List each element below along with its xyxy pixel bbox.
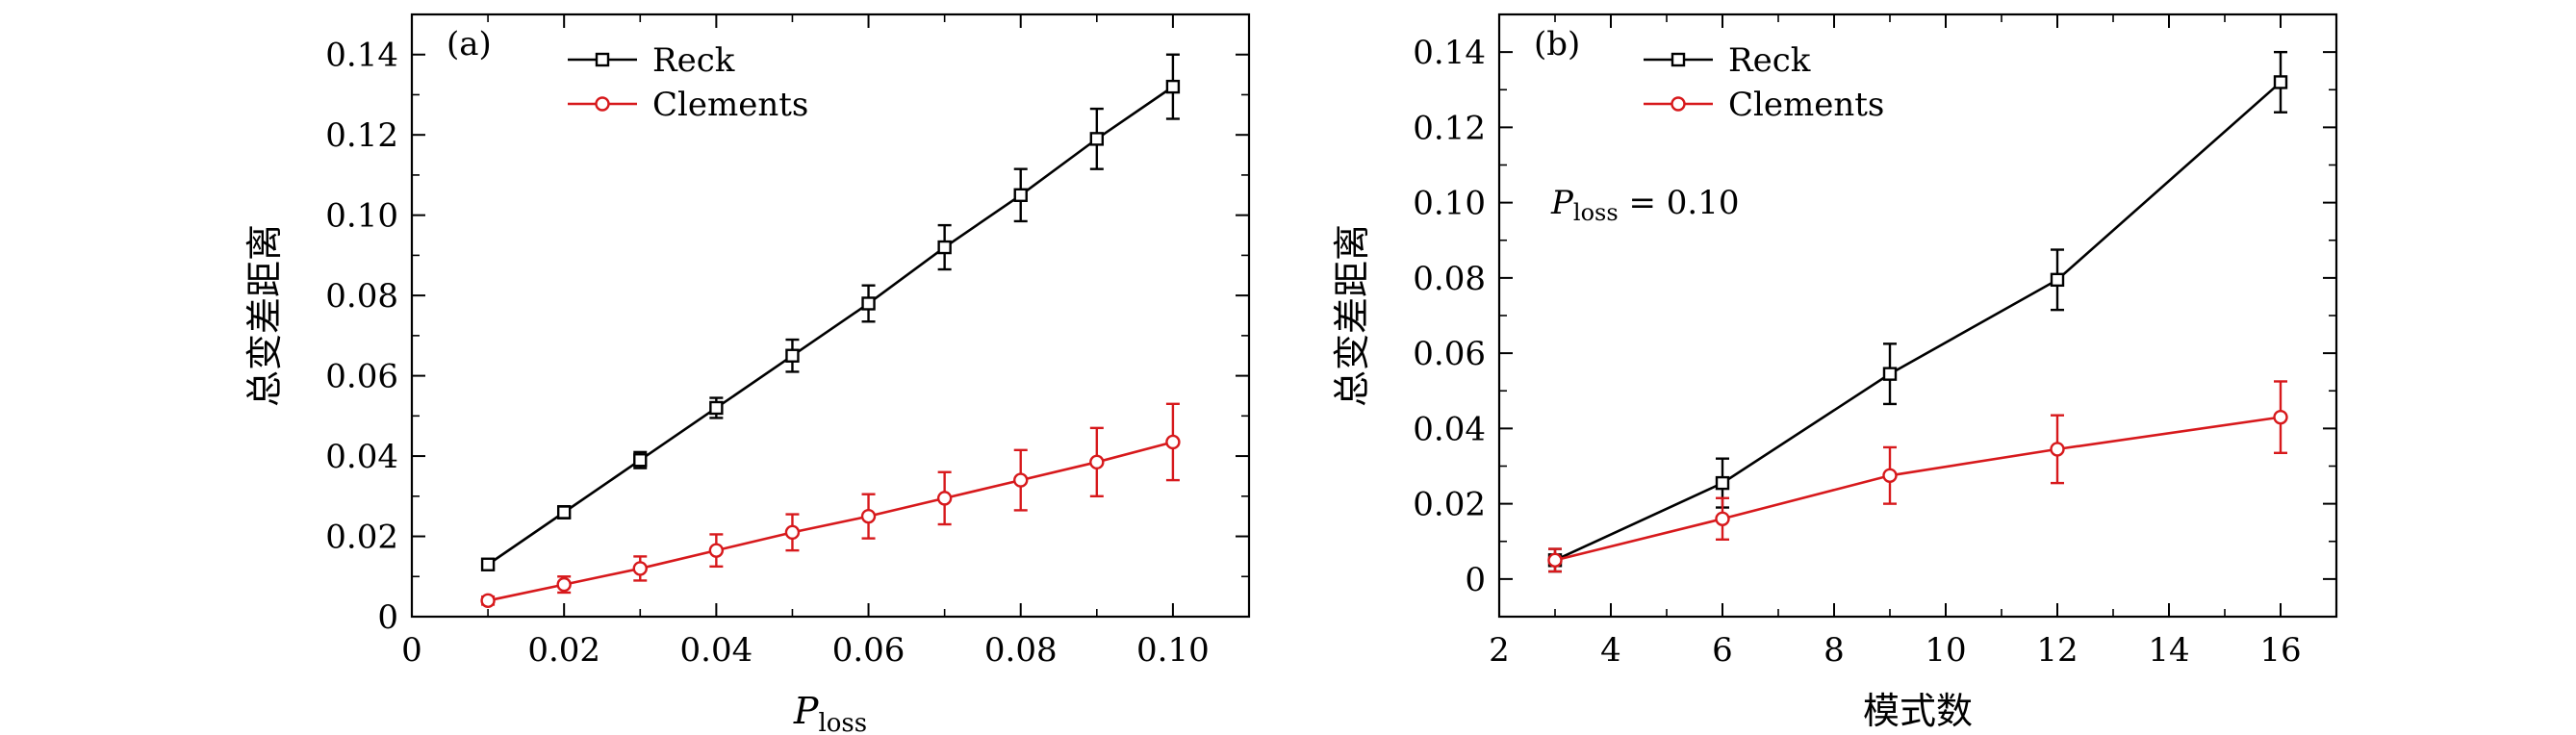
y-tick-label: 0 <box>377 598 398 637</box>
x-axis-title: 模式数 <box>1863 690 1973 732</box>
data-point <box>936 491 953 506</box>
x-tick-label: 16 <box>2259 631 2301 670</box>
panel-b: 2 4 6 8 10 12 14 16 0 0.02 0.04 0.06 0.08 0.10 0.12 0.1… <box>1331 13 2338 732</box>
y-tick-label: 0.04 <box>1413 410 1486 448</box>
data-point <box>708 543 725 558</box>
x-tick-label: 4 <box>1600 631 1621 670</box>
x-tick-label: 14 <box>2148 631 2189 670</box>
y-tick-label: 0 <box>1465 561 1486 599</box>
y-tick-label: 0.08 <box>325 277 398 316</box>
legend-marker <box>1671 52 1686 67</box>
x-tick-label: 0 <box>401 631 422 670</box>
x-axis-title: Ploss <box>793 690 867 735</box>
data-point <box>1715 475 1730 491</box>
series-line <box>487 441 1174 602</box>
series-line <box>487 86 1174 566</box>
y-tick-label: 0.12 <box>325 116 398 155</box>
data-point <box>1013 188 1028 203</box>
data-point <box>1547 552 1563 569</box>
x-tick-label: 0.02 <box>527 631 600 670</box>
legend-marker <box>595 52 610 67</box>
data-point <box>632 561 648 576</box>
data-point <box>2273 75 2288 89</box>
data-point <box>1089 132 1105 146</box>
data-point <box>2273 409 2288 425</box>
data-point <box>1165 79 1181 94</box>
data-point <box>1013 472 1029 488</box>
legend-marker <box>595 96 610 112</box>
series-clements: Clements <box>480 86 1181 609</box>
x-tick-label: 0.08 <box>984 631 1058 670</box>
data-point <box>937 240 952 255</box>
plot-frame <box>1497 13 2338 619</box>
panel-label: (b) <box>1534 25 1580 63</box>
series-reck: Reck <box>1547 41 2288 573</box>
legend-label: Clements <box>652 86 808 124</box>
data-point <box>2050 442 2065 457</box>
y-tick-label: 0.02 <box>325 519 398 557</box>
x-tick-label: 0.04 <box>680 631 753 670</box>
x-tick-label: 0.06 <box>832 631 905 670</box>
y-tick-label: 0.10 <box>325 197 398 236</box>
data-point <box>2050 272 2065 288</box>
plot-frame <box>410 13 1251 619</box>
data-point <box>556 505 572 520</box>
y-axis-title: 总变差距离 <box>1331 224 1373 407</box>
annotation-ploss: Ploss = 0.10 <box>1550 184 1739 226</box>
data-point <box>1882 367 1898 381</box>
y-tick-label: 0.04 <box>325 438 398 476</box>
data-point <box>1089 454 1105 470</box>
data-point <box>556 576 572 593</box>
y-tick-label: 0.06 <box>325 358 398 396</box>
data-point <box>784 524 801 541</box>
x-tick-label: 8 <box>1824 631 1845 670</box>
data-point <box>861 296 876 311</box>
x-tick-label: 10 <box>1925 631 1966 670</box>
data-point <box>480 593 496 609</box>
y-tick-label: 0.02 <box>1413 486 1486 524</box>
series-line <box>1554 416 2282 562</box>
data-point <box>860 508 877 524</box>
legend-label: Clements <box>1728 86 1884 124</box>
legend-marker <box>1671 96 1686 112</box>
data-point <box>1882 468 1898 483</box>
series-line <box>1554 81 2282 562</box>
data-point <box>709 400 724 416</box>
y-tick-label: 0.12 <box>1413 109 1486 147</box>
data-point <box>1715 511 1730 526</box>
data-point <box>480 557 496 571</box>
x-tick-label: 2 <box>1489 631 1510 670</box>
data-point <box>1165 434 1181 450</box>
y-axis-title: 总变差距离 <box>243 224 286 407</box>
data-point <box>785 348 800 363</box>
y-tick-label: 0.08 <box>1413 260 1486 298</box>
y-tick-label: 0.14 <box>325 37 398 75</box>
data-point <box>633 453 648 468</box>
x-tick-label: 6 <box>1712 631 1733 670</box>
legend-label: Reck <box>1728 41 1811 80</box>
y-tick-label: 0.14 <box>1413 34 1486 72</box>
panel-label: (a) <box>446 25 492 63</box>
y-tick-label: 0.10 <box>1413 185 1486 223</box>
series-reck: Reck <box>480 41 1181 571</box>
series-clements: Clements <box>1547 86 2288 573</box>
x-tick-label: 0.10 <box>1136 631 1210 670</box>
y-tick-label: 0.06 <box>1413 335 1486 373</box>
x-tick-label: 12 <box>2036 631 2078 670</box>
legend-label: Reck <box>652 41 735 80</box>
panel-a: 0 0.02 0.04 0.06 0.08 0.10 0 0.02 0.04 0.06 0.08 0.… <box>243 13 1251 735</box>
